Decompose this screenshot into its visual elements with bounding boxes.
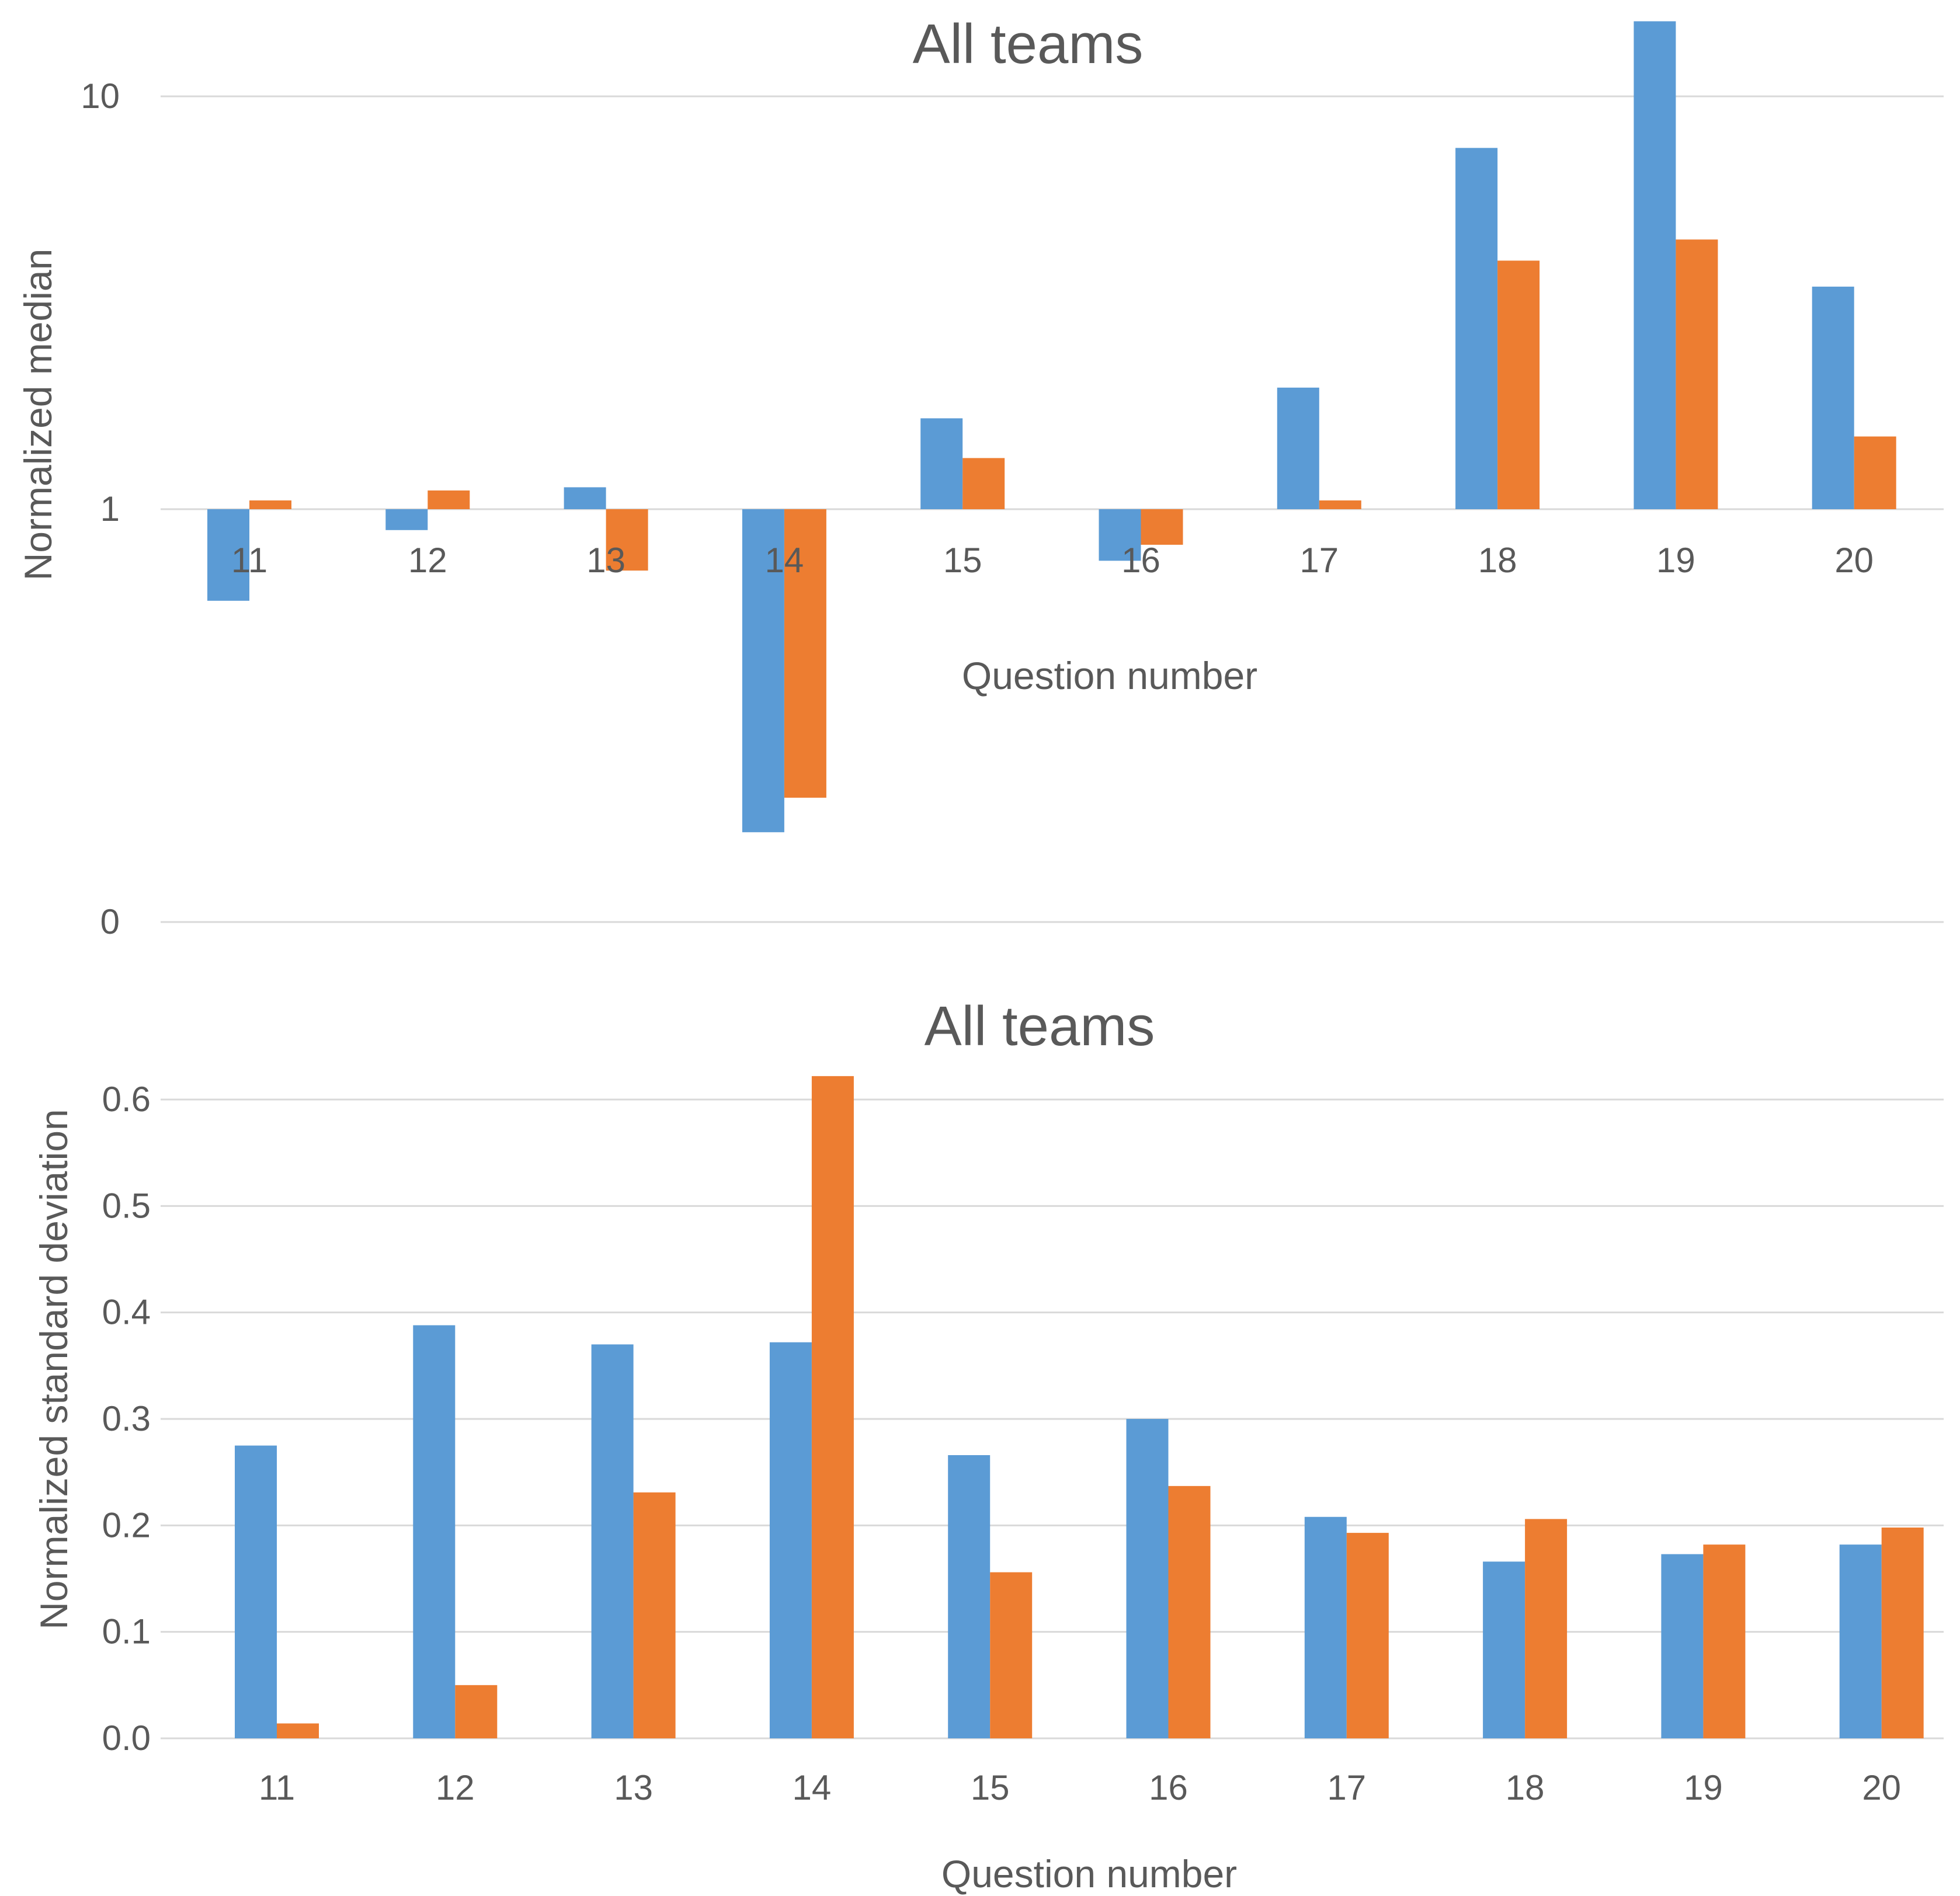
median-bar-series2-q16 — [1141, 509, 1183, 545]
stddev-bar-series1-q17 — [1304, 1516, 1347, 1738]
stddev-x-tick-label: 14 — [793, 1768, 832, 1807]
stddev-bar-series2-q18 — [1525, 1519, 1568, 1738]
stddev-chart: All teams Normalized standard deviation … — [32, 995, 1944, 1895]
median-chart-x-axis-label: Question number — [962, 654, 1257, 697]
stddev-x-tick-label: 19 — [1684, 1768, 1723, 1807]
stddev-bar-series1-q11 — [235, 1445, 277, 1738]
median-x-tick-label: 20 — [1834, 541, 1874, 580]
stddev-y-tick-label: 0.2 — [102, 1505, 151, 1544]
median-bar-series2-q19 — [1676, 239, 1718, 509]
stddev-y-tick-label: 0.4 — [102, 1293, 151, 1332]
stddev-bar-series2-q16 — [1168, 1486, 1211, 1738]
median-chart-y-ticks: 0 1 10 — [81, 76, 120, 941]
median-chart-bars — [207, 21, 1896, 833]
stddev-bar-series1-q16 — [1126, 1419, 1169, 1738]
stddev-chart-x-axis-label: Question number — [941, 1852, 1237, 1895]
median-bar-series2-q15 — [962, 458, 1005, 509]
stddev-bar-series1-q15 — [948, 1455, 991, 1738]
stddev-bar-series2-q17 — [1346, 1533, 1389, 1738]
stddev-chart-x-ticks: 11 12 13 14 15 16 17 18 19 20 — [259, 1768, 1901, 1807]
stddev-x-tick-label: 13 — [614, 1768, 653, 1807]
stddev-chart-bars — [235, 1076, 1924, 1738]
median-bar-series1-q12 — [385, 509, 428, 530]
stddev-bar-series2-q20 — [1881, 1527, 1924, 1738]
stddev-x-tick-label: 15 — [971, 1768, 1010, 1807]
median-bar-series2-q13 — [606, 509, 648, 571]
stddev-bar-series1-q19 — [1661, 1554, 1704, 1738]
median-bar-series2-q12 — [428, 490, 470, 509]
stddev-x-tick-label: 12 — [436, 1768, 475, 1807]
stddev-bar-series1-q18 — [1483, 1561, 1525, 1738]
stddev-x-tick-label: 16 — [1149, 1768, 1188, 1807]
stddev-bar-series2-q12 — [455, 1685, 498, 1738]
median-bar-series2-q11 — [249, 500, 291, 509]
median-x-tick-label: 17 — [1299, 541, 1339, 580]
median-chart-x-ticks: 11 12 13 14 15 16 17 18 19 20 — [231, 541, 1874, 580]
median-y-tick-label: 0 — [100, 902, 120, 941]
stddev-y-tick-label: 0.3 — [102, 1399, 151, 1438]
stddev-bar-series1-q14 — [769, 1342, 812, 1738]
median-x-tick-label: 14 — [765, 541, 804, 580]
median-x-tick-label: 16 — [1121, 541, 1160, 580]
stddev-bar-series2-q15 — [990, 1572, 1033, 1738]
median-x-tick-label: 15 — [943, 541, 982, 580]
median-chart-title: All teams — [913, 13, 1144, 75]
median-bar-series2-q14 — [784, 509, 826, 798]
median-x-tick-label: 18 — [1478, 541, 1517, 580]
stddev-bar-series2-q13 — [633, 1492, 676, 1738]
stddev-bar-series1-q13 — [591, 1344, 634, 1738]
stddev-bar-series2-q14 — [811, 1076, 854, 1738]
stddev-x-tick-label: 20 — [1862, 1768, 1901, 1807]
median-bar-series1-q13 — [564, 487, 606, 509]
median-bar-series1-q18 — [1455, 148, 1498, 510]
stddev-x-tick-label: 11 — [259, 1768, 295, 1807]
stddev-x-tick-label: 18 — [1506, 1768, 1545, 1807]
stddev-bar-series2-q11 — [277, 1723, 319, 1738]
stddev-y-tick-label: 0.5 — [102, 1186, 151, 1225]
median-y-tick-label: 10 — [81, 76, 120, 116]
stddev-y-tick-label: 0.6 — [102, 1080, 151, 1119]
stddev-y-tick-label: 0.0 — [102, 1718, 151, 1758]
stddev-y-tick-label: 0.1 — [102, 1612, 151, 1651]
median-x-tick-label: 11 — [231, 541, 267, 580]
median-bar-series2-q18 — [1497, 260, 1540, 509]
median-x-tick-label: 13 — [586, 541, 625, 580]
median-bar-series1-q19 — [1634, 21, 1676, 509]
stddev-chart-y-ticks: 0.0 0.1 0.2 0.3 0.4 0.5 0.6 — [102, 1080, 151, 1758]
stddev-chart-title: All teams — [925, 995, 1155, 1057]
stddev-bar-series2-q19 — [1703, 1544, 1746, 1738]
median-chart-y-axis-label: Normalized median — [16, 249, 60, 581]
median-bar-series1-q16 — [1099, 509, 1141, 561]
stddev-bar-series1-q12 — [413, 1325, 456, 1738]
median-bar-series2-q20 — [1854, 436, 1896, 509]
stddev-x-tick-label: 17 — [1327, 1768, 1366, 1807]
median-y-tick-label: 1 — [100, 489, 120, 528]
median-bar-series2-q17 — [1319, 500, 1361, 509]
median-x-tick-label: 12 — [408, 541, 447, 580]
median-bar-series1-q14 — [742, 509, 784, 833]
median-bar-series1-q11 — [207, 509, 249, 601]
median-bar-series1-q15 — [920, 418, 963, 509]
stddev-bar-series1-q20 — [1839, 1544, 1882, 1738]
median-chart: All teams Normalized median Question num… — [16, 13, 1944, 941]
median-bar-series1-q20 — [1812, 286, 1854, 509]
median-bar-series1-q17 — [1277, 387, 1319, 509]
stddev-chart-y-axis-label: Normalized standard deviation — [32, 1109, 75, 1629]
median-x-tick-label: 19 — [1656, 541, 1695, 580]
